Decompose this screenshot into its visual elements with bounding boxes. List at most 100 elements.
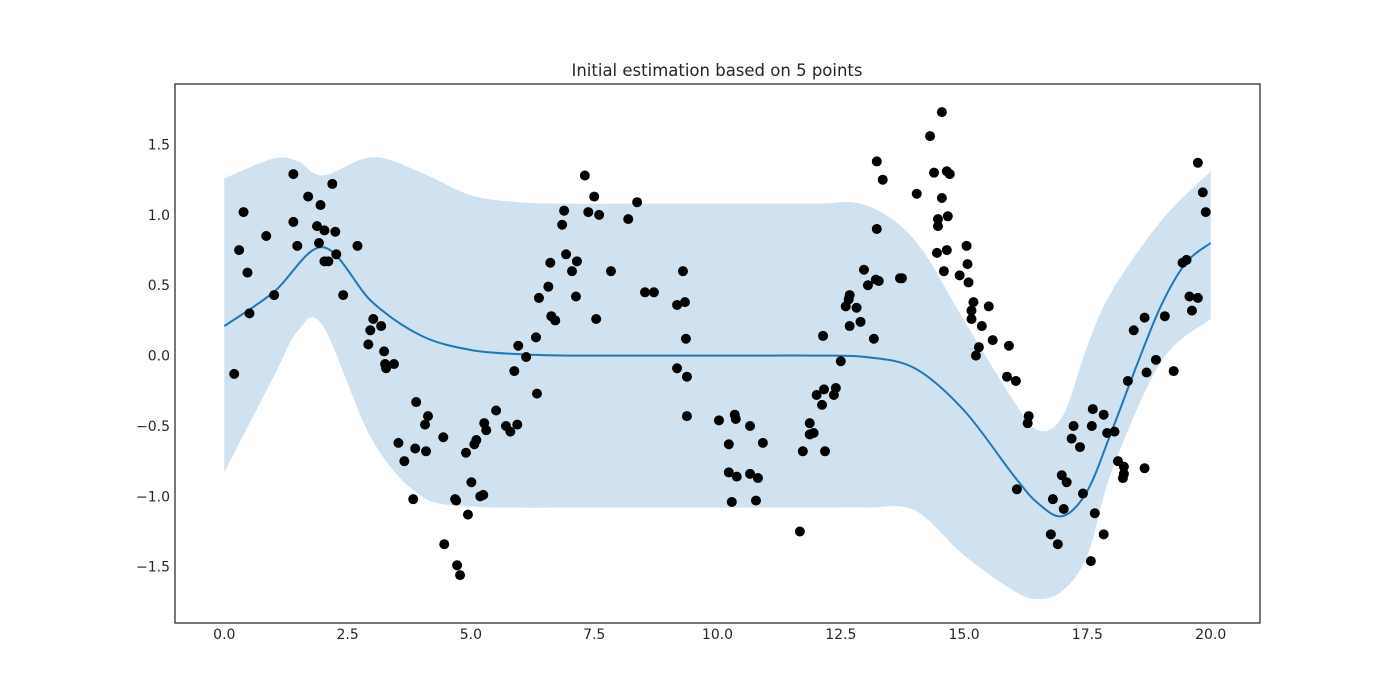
data-point (1122, 375, 1133, 386)
data-point (451, 495, 462, 506)
data-point (238, 207, 249, 218)
data-point (929, 167, 940, 178)
y-tick-label: 1.5 (148, 138, 170, 154)
data-point (877, 174, 888, 185)
y-tick-label: 1.0 (148, 208, 170, 224)
data-point (513, 340, 524, 351)
data-point (844, 321, 855, 332)
data-point (868, 333, 879, 344)
data-point (323, 256, 334, 267)
data-point (723, 439, 734, 450)
data-point (1003, 340, 1014, 351)
data-point (365, 325, 376, 336)
data-point (363, 339, 374, 350)
data-point (269, 290, 280, 301)
data-point (1118, 461, 1129, 472)
data-point (509, 366, 520, 377)
data-point (314, 238, 325, 249)
data-point (550, 315, 561, 326)
data-point (954, 270, 965, 281)
data-point (987, 335, 998, 346)
data-point (1011, 484, 1022, 495)
data-point (1087, 404, 1098, 415)
data-point (368, 314, 379, 325)
data-point (794, 526, 805, 537)
data-point (871, 156, 882, 167)
data-point (1023, 411, 1034, 422)
data-point (936, 107, 947, 118)
data-point (851, 302, 862, 313)
data-point (968, 297, 979, 308)
data-point (455, 570, 466, 581)
data-point (411, 397, 422, 408)
data-point (820, 446, 831, 457)
data-point (399, 456, 410, 467)
data-point (1139, 463, 1150, 474)
y-tick-label: −1.0 (136, 489, 170, 505)
data-point (632, 197, 643, 208)
data-point (533, 292, 544, 303)
data-point (672, 363, 683, 374)
chart-title: Initial estimation based on 5 points (571, 61, 862, 80)
data-point (640, 287, 651, 298)
data-point (292, 240, 303, 251)
data-point (438, 432, 449, 443)
y-tick-label: 0.5 (148, 278, 170, 294)
x-tick-label: 5.0 (460, 627, 482, 643)
data-point (1068, 420, 1079, 431)
data-point (1058, 504, 1069, 515)
data-point (750, 495, 761, 506)
data-point (844, 290, 855, 301)
data-point (973, 342, 984, 353)
data-point (1192, 157, 1203, 168)
data-point (491, 405, 502, 416)
confidence-band (224, 157, 1211, 600)
data-point (330, 226, 341, 237)
data-point (1056, 470, 1067, 481)
data-point (819, 384, 830, 395)
data-point (462, 509, 473, 520)
data-point (481, 425, 492, 436)
data-point (942, 211, 953, 222)
data-point (936, 192, 947, 203)
data-point (567, 266, 578, 277)
data-point (677, 266, 688, 277)
data-point (1139, 312, 1150, 323)
data-point (521, 352, 532, 363)
data-point (808, 428, 819, 439)
data-point (583, 207, 594, 218)
data-point (1045, 529, 1056, 540)
data-point (605, 266, 616, 277)
data-point (244, 308, 255, 319)
data-point (1074, 442, 1085, 453)
data-point (745, 468, 756, 479)
x-tick-label: 15.0 (949, 627, 980, 643)
data-point (352, 240, 363, 251)
x-tick-label: 17.5 (1072, 627, 1103, 643)
y-tick-label: −0.5 (136, 419, 170, 435)
data-point (376, 321, 387, 332)
data-point (963, 277, 974, 288)
data-point (858, 264, 869, 275)
data-point (745, 420, 756, 431)
data-point (531, 332, 542, 343)
data-point (1128, 325, 1139, 336)
data-point (679, 297, 690, 308)
data-point (327, 178, 338, 189)
data-point (1047, 494, 1058, 505)
data-point (557, 219, 568, 230)
data-point (559, 205, 570, 216)
data-point (1197, 187, 1208, 198)
data-point (1086, 420, 1097, 431)
data-point (561, 249, 572, 260)
data-point (944, 169, 955, 180)
data-point (1118, 468, 1129, 479)
data-point (545, 257, 556, 268)
data-point (862, 280, 873, 291)
data-point (983, 301, 994, 312)
data-point (579, 170, 590, 181)
data-point (932, 214, 943, 225)
data-point (911, 188, 922, 199)
data-point (672, 299, 683, 310)
data-point (423, 411, 434, 422)
